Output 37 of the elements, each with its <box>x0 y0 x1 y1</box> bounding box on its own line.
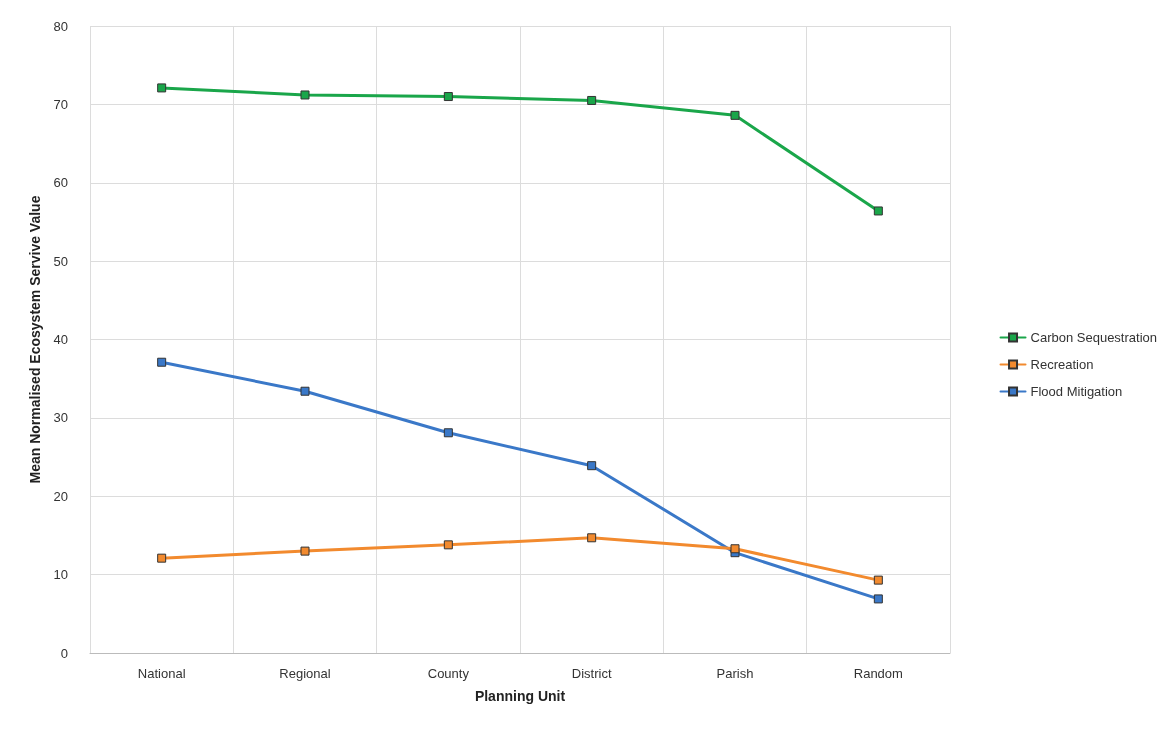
x-tick-label: County <box>427 666 470 681</box>
x-tick-label: Parish <box>716 666 754 681</box>
x-tick-label: Regional <box>279 666 331 681</box>
y-tick-label: 10 <box>53 567 68 583</box>
point <box>157 553 167 563</box>
y-tick-label: 40 <box>53 332 68 347</box>
x-axis-title: Planning Unit <box>474 688 566 704</box>
y-tick-label: 0 <box>60 645 68 661</box>
y-tick-label: 20 <box>53 488 68 504</box>
y-tick-label: 70 <box>53 96 68 112</box>
x-tick-label: National <box>137 666 186 681</box>
point <box>730 110 740 120</box>
point <box>157 83 167 93</box>
point <box>873 594 883 604</box>
y-axis-title: Mean Normalised Ecosystem Servive Value <box>27 195 43 484</box>
point <box>300 546 310 556</box>
point <box>300 386 310 396</box>
point <box>587 533 597 543</box>
x-tick-label: District <box>571 666 612 681</box>
legend-label: Flood Mitigation <box>1030 384 1123 399</box>
point <box>587 95 597 105</box>
point <box>300 90 310 100</box>
point <box>443 92 453 102</box>
point <box>443 540 453 550</box>
point <box>730 544 740 554</box>
legend-label: Recreation <box>1030 357 1094 372</box>
y-tick-label: 80 <box>53 18 68 34</box>
point <box>443 428 453 438</box>
point <box>873 575 883 585</box>
x-tick-label: Random <box>853 666 903 681</box>
point <box>157 357 167 367</box>
y-tick-label: 30 <box>53 410 68 426</box>
point <box>587 461 597 471</box>
y-tick-label: 60 <box>53 175 68 191</box>
y-tick-label: 50 <box>53 253 68 269</box>
point <box>873 206 883 216</box>
legend-label: Carbon Sequestration <box>1030 330 1158 345</box>
